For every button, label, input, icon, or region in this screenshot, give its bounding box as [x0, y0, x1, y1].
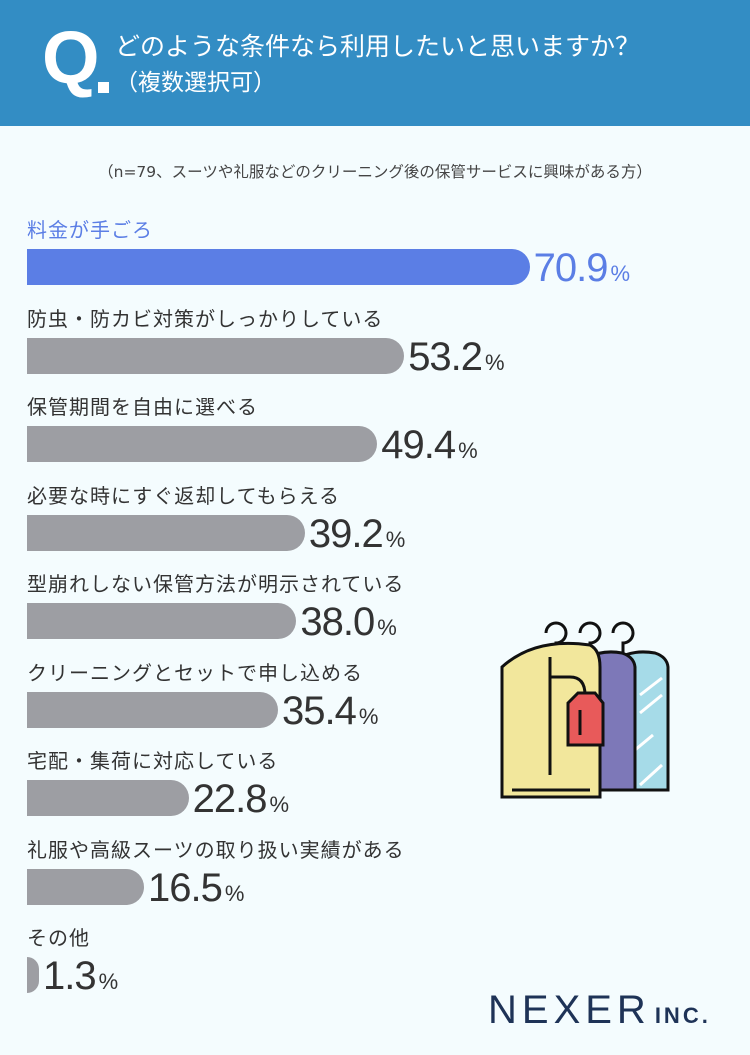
garment-bags-icon [500, 621, 670, 799]
category-label: 防虫・防カビ対策がしっかりしている [27, 306, 384, 331]
value-number: 38.0 [300, 600, 375, 644]
value-label: 38.0% [300, 602, 396, 648]
bar [27, 868, 144, 905]
bar [27, 249, 530, 285]
value-label: 1.3% [43, 956, 118, 1002]
logo-suffix: INC. [654, 1003, 711, 1028]
category-label: 宅配・集荷に対応している [27, 749, 279, 773]
logo-main: NEXER [488, 988, 651, 1032]
value-number: 39.2 [308, 511, 384, 556]
value-label: 16.5% [148, 868, 244, 914]
value-unit: % [98, 969, 119, 994]
value-label: 22.8% [193, 779, 289, 825]
category-label: 保管期間を自由に選べる [27, 395, 258, 419]
category-label: その他 [27, 926, 90, 950]
q-mark: Q [42, 16, 100, 99]
value-number: 35.4 [281, 688, 357, 733]
value-unit: % [358, 703, 379, 729]
value-number: 70.9 [533, 246, 609, 290]
value-unit: % [269, 792, 290, 817]
nexer-logo: NEXER INC. [488, 988, 711, 1033]
bar [27, 780, 189, 816]
q-dot [98, 82, 109, 93]
category-label: クリーニングとセットで申し込める [27, 660, 363, 685]
value-label: 35.4% [282, 691, 378, 737]
bar [27, 426, 378, 462]
value-unit: % [610, 261, 631, 286]
value-number: 1.3 [43, 954, 97, 998]
question-header: Q どのような条件なら利用したいと思いますか？ （複数選択可） [0, 0, 750, 126]
bar [27, 603, 297, 639]
value-number: 22.8 [192, 777, 268, 821]
bar [27, 514, 305, 551]
value-unit: % [377, 615, 397, 640]
value-label: 70.9% [534, 248, 630, 294]
question-title: どのような条件なら利用したいと思いますか？ [115, 32, 641, 61]
bar [27, 337, 405, 374]
bar [27, 691, 278, 728]
value-label: 49.4% [381, 425, 477, 471]
value-label: 39.2% [309, 514, 405, 560]
value-unit: % [458, 438, 478, 463]
value-unit: % [485, 349, 505, 375]
question-subtitle: （複数選択可） [115, 70, 276, 96]
value-number: 49.4 [381, 423, 456, 467]
bar [27, 957, 39, 993]
sample-note: （n=79、スーツや礼服などのクリーニング後の保管サービスに興味がある方） [98, 163, 652, 181]
category-label: 必要な時にすぐ返却してもらえる [27, 483, 340, 508]
category-label: 料金が手ごろ [27, 218, 153, 242]
category-label: 型崩れしない保管方法が明示されている [27, 572, 405, 596]
value-label: 53.2% [408, 337, 504, 383]
category-label: 礼服や高級スーツの取り扱い実績がある [27, 837, 405, 862]
value-number: 16.5 [147, 865, 223, 910]
value-unit: % [385, 526, 406, 552]
value-unit: % [224, 880, 245, 906]
value-number: 53.2 [408, 334, 483, 379]
